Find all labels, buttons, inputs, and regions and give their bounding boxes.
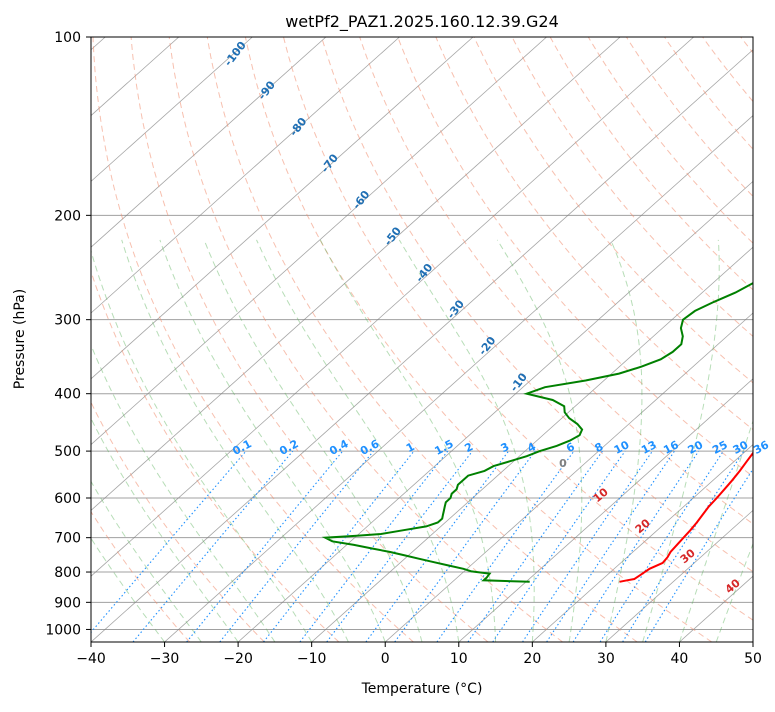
y-tick-label: 700 (54, 531, 81, 547)
y-tick-label: 500 (54, 444, 81, 460)
y-tick-label: 100 (54, 30, 81, 46)
zero-isotherm-label: 0 (559, 457, 567, 470)
y-tick-label: 900 (54, 595, 81, 611)
chart-title: wetPf2_PAZ1.2025.160.12.39.G24 (285, 12, 559, 32)
x-tick-label: −40 (76, 651, 106, 667)
x-tick-label: 10 (450, 651, 468, 667)
x-tick-label: 0 (381, 651, 390, 667)
x-tick-label: −20 (223, 651, 253, 667)
y-tick-label: 300 (54, 313, 81, 329)
x-tick-label: −30 (150, 651, 180, 667)
y-tick-label: 600 (54, 491, 81, 507)
x-tick-label: −10 (297, 651, 327, 667)
y-tick-label: 1000 (45, 622, 81, 638)
x-tick-label: 50 (744, 651, 762, 667)
y-tick-label: 200 (54, 208, 81, 224)
x-axis-title: Temperature (°C) (361, 681, 483, 697)
y-tick-label: 800 (54, 565, 81, 581)
x-tick-label: 40 (671, 651, 689, 667)
y-axis-title: Pressure (hPa) (12, 289, 28, 389)
y-tick-label: 400 (54, 387, 81, 403)
x-tick-label: 30 (597, 651, 615, 667)
x-tick-label: 20 (523, 651, 541, 667)
